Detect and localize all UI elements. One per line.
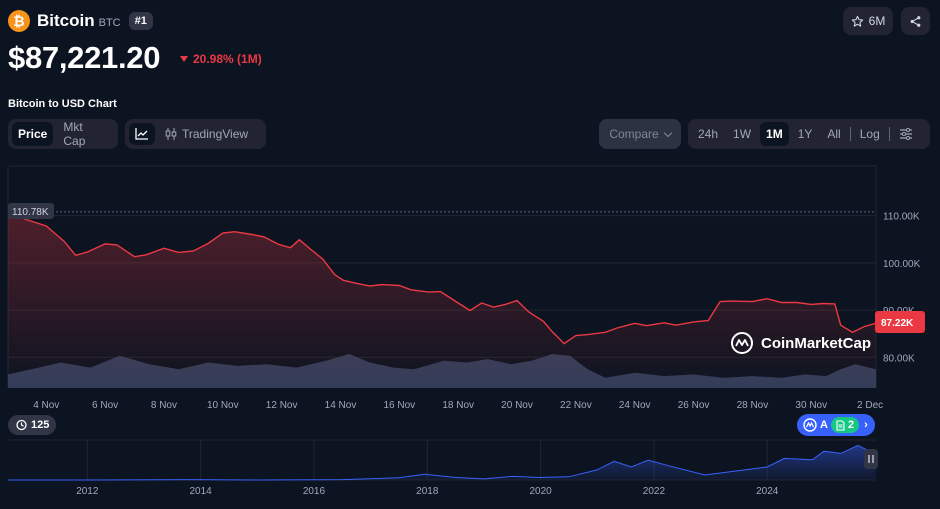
price-line bbox=[7, 211, 877, 345]
coin-header: ₿ Bitcoin BTC #1 bbox=[8, 8, 153, 34]
range-24h[interactable]: 24h bbox=[698, 127, 719, 141]
tradingview-button[interactable]: TradingView bbox=[159, 122, 254, 146]
x-tick-label: 30 Nov bbox=[795, 400, 827, 411]
x-tick-label: 22 Nov bbox=[560, 400, 592, 411]
history-icon bbox=[16, 419, 27, 431]
compare-dropdown[interactable]: Compare bbox=[599, 119, 681, 149]
x-tick-label: 16 Nov bbox=[383, 400, 415, 411]
line-chart-icon bbox=[135, 128, 148, 140]
settings-divider bbox=[888, 127, 890, 141]
watchlist-button[interactable]: 6M bbox=[843, 7, 893, 35]
x-tick-label: 14 Nov bbox=[325, 400, 357, 411]
range-1y[interactable]: 1Y bbox=[797, 127, 813, 141]
y-tick-label: 80.00K bbox=[883, 353, 915, 364]
coinmarketcap-icon bbox=[803, 418, 817, 432]
current-price: $87,221.20 bbox=[8, 40, 161, 75]
chart-settings-button[interactable] bbox=[893, 123, 919, 145]
overview-x-tick-label: 2024 bbox=[756, 486, 779, 497]
overview-x-tick-label: 2020 bbox=[529, 486, 552, 497]
range-1m[interactable]: 1M bbox=[760, 122, 789, 146]
navigator-handle[interactable] bbox=[864, 449, 878, 469]
documents-badge: 2 bbox=[830, 417, 860, 433]
timeline-count: 125 bbox=[31, 419, 50, 431]
ai-summary-button[interactable]: A 2 › bbox=[797, 414, 875, 436]
tradingview-label: TradingView bbox=[182, 127, 249, 141]
documents-count: 2 bbox=[847, 419, 855, 431]
coin-name: Bitcoin bbox=[37, 11, 95, 30]
x-tick-label: 26 Nov bbox=[678, 400, 710, 411]
sliders-icon bbox=[899, 128, 912, 140]
overview-x-tick-label: 2018 bbox=[416, 486, 439, 497]
coin-symbol: BTC bbox=[98, 16, 121, 29]
chevron-down-icon bbox=[663, 128, 672, 137]
line-chart-button[interactable] bbox=[129, 123, 155, 145]
metric-switch: Price Mkt Cap bbox=[8, 119, 118, 149]
x-tick-label: 2 Dec bbox=[857, 400, 883, 411]
x-tick-label: 10 Nov bbox=[207, 400, 239, 411]
overview-line bbox=[8, 444, 877, 481]
overview-x-tick-label: 2014 bbox=[190, 486, 213, 497]
ai-summary-label: A bbox=[820, 419, 828, 431]
star-icon bbox=[851, 15, 863, 27]
x-tick-label: 4 Nov bbox=[33, 400, 59, 411]
x-axis: 4 Nov 6 Nov 8 Nov 10 Nov 12 Nov 14 Nov 16 Nov 1… bbox=[33, 400, 883, 411]
x-tick-label: 24 Nov bbox=[619, 400, 651, 411]
y-tick-label: 110.00K bbox=[883, 212, 920, 223]
x-tick-label: 20 Nov bbox=[501, 400, 533, 411]
x-tick-label: 18 Nov bbox=[442, 400, 474, 411]
share-button[interactable] bbox=[901, 7, 930, 35]
chart-title: Bitcoin to USD Chart bbox=[8, 98, 117, 110]
x-tick-label: 28 Nov bbox=[737, 400, 769, 411]
high-price-label: 110.78K bbox=[8, 203, 54, 219]
chevron-right-icon: › bbox=[864, 419, 868, 431]
x-tick-label: 8 Nov bbox=[151, 400, 177, 411]
price-change: 20.98% (1M) bbox=[180, 52, 262, 66]
rank-badge: #1 bbox=[128, 12, 153, 30]
candlestick-icon bbox=[165, 128, 177, 140]
range-all[interactable]: All bbox=[827, 127, 841, 141]
overview-x-tick-label: 2012 bbox=[76, 486, 99, 497]
y-tick-label: 100.00K bbox=[883, 259, 921, 270]
current-price-text: 87.22K bbox=[881, 318, 914, 329]
watermark: CoinMarketCap bbox=[731, 332, 871, 354]
timeline-events-button[interactable]: 125 bbox=[8, 415, 57, 435]
compare-label: Compare bbox=[609, 127, 659, 141]
share-icon bbox=[910, 15, 921, 27]
range-switch: 24h 1W 1M 1Y All Log bbox=[688, 119, 930, 149]
watchlist-count: 6M bbox=[868, 14, 886, 28]
high-price-text: 110.78K bbox=[12, 207, 49, 218]
bitcoin-logo-icon: ₿ bbox=[8, 10, 30, 32]
overview-area bbox=[8, 445, 876, 480]
tab-price[interactable]: Price bbox=[12, 122, 54, 146]
watermark-text: CoinMarketCap bbox=[761, 335, 871, 352]
tab-market-cap[interactable]: Mkt Cap bbox=[63, 120, 86, 148]
caret-down-icon bbox=[180, 56, 188, 62]
overview-navigator[interactable]: 2012 2014 2016 2018 2020 2022 2024 bbox=[8, 439, 877, 497]
overview-x-tick-label: 2022 bbox=[643, 486, 666, 497]
current-price-label: 87.22K bbox=[875, 311, 925, 333]
range-divider bbox=[849, 127, 851, 141]
price-area bbox=[8, 211, 876, 388]
chart-mode-switch: TradingView bbox=[125, 119, 266, 149]
document-icon bbox=[836, 419, 845, 431]
x-tick-label: 12 Nov bbox=[266, 400, 298, 411]
range-1w[interactable]: 1W bbox=[733, 127, 752, 141]
price-change-value: 20.98% (1M) bbox=[193, 52, 262, 66]
overview-x-tick-label: 2016 bbox=[303, 486, 326, 497]
x-tick-label: 6 Nov bbox=[92, 400, 118, 411]
log-scale-toggle[interactable]: Log bbox=[859, 127, 880, 141]
